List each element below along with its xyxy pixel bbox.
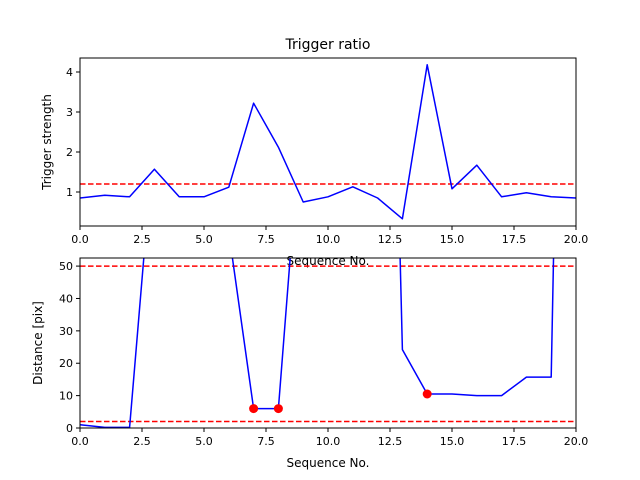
bottom-x-tick-label: 17.5 xyxy=(502,435,527,448)
bottom-plot-area xyxy=(80,258,576,428)
bottom-x-tick-label: 20.0 xyxy=(564,435,589,448)
bottom-y-tick-label: 30 xyxy=(59,325,73,338)
top-y-tick-label: 4 xyxy=(66,66,73,79)
top-plot-area xyxy=(80,64,576,220)
top-x-tick-label: 10.0 xyxy=(316,233,341,246)
top-y-tick-label: 1 xyxy=(66,186,73,199)
bottom-subplot: Sequence No. Distance [pix] 0.0 2.5 5.0 7.5… xyxy=(31,257,588,470)
bottom-y-tick-label: 50 xyxy=(59,260,73,273)
bottom-y-tick-label: 10 xyxy=(59,390,73,403)
bottom-axes-frame xyxy=(79,257,577,429)
bottom-x-tick-label: 5.0 xyxy=(195,435,213,448)
top-x-tick-label: 0.0 xyxy=(71,233,89,246)
bottom-x-tick-label: 15.0 xyxy=(440,435,465,448)
bottom-x-tick-label: 0.0 xyxy=(71,435,89,448)
bottom-y-tick-label: 20 xyxy=(59,357,73,370)
top-x-tick-label: 5.0 xyxy=(195,233,213,246)
bottom-x-tick-label: 12.5 xyxy=(378,435,403,448)
top-subplot: Trigger ratio Sequence No. Trigger stren… xyxy=(40,37,588,268)
bottom-data-point xyxy=(273,404,283,414)
bottom-x-tick-label: 2.5 xyxy=(133,435,151,448)
top-x-tick-label: 17.5 xyxy=(502,233,527,246)
bottom-y-tick-label: 0 xyxy=(66,422,73,435)
bottom-y-tick-label: 40 xyxy=(59,292,73,305)
top-y-tick-label: 2 xyxy=(66,146,73,159)
top-axes-frame xyxy=(79,57,577,227)
top-x-tick-label: 15.0 xyxy=(440,233,465,246)
bottom-data-point xyxy=(249,404,259,414)
bottom-x-tick-label: 10.0 xyxy=(316,435,341,448)
chart-title: Trigger ratio xyxy=(284,37,370,53)
bottom-data-point xyxy=(422,389,432,399)
top-x-tick-label: 2.5 xyxy=(133,233,151,246)
top-y-axis-label: Trigger strength xyxy=(40,94,54,191)
top-x-tick-label: 12.5 xyxy=(378,233,403,246)
top-ticks: 0.0 2.5 5.0 7.5 10.0 12.5 15.0 17.5 20.0 1 2 3 4 xyxy=(66,66,588,246)
bottom-y-axis-label: Distance [pix] xyxy=(31,301,45,385)
bottom-ticks: 0.0 2.5 5.0 7.5 10.0 12.5 15.0 17.5 20.0 0 10 20 30 4… xyxy=(59,260,588,448)
top-y-tick-label: 3 xyxy=(66,106,73,119)
bottom-x-axis-label: Sequence No. xyxy=(287,456,370,470)
top-series-line-0 xyxy=(80,64,576,220)
top-x-tick-label: 20.0 xyxy=(564,233,589,246)
bottom-series-line-0 xyxy=(80,258,555,428)
top-x-tick-label: 7.5 xyxy=(257,233,275,246)
bottom-x-tick-label: 7.5 xyxy=(257,435,275,448)
